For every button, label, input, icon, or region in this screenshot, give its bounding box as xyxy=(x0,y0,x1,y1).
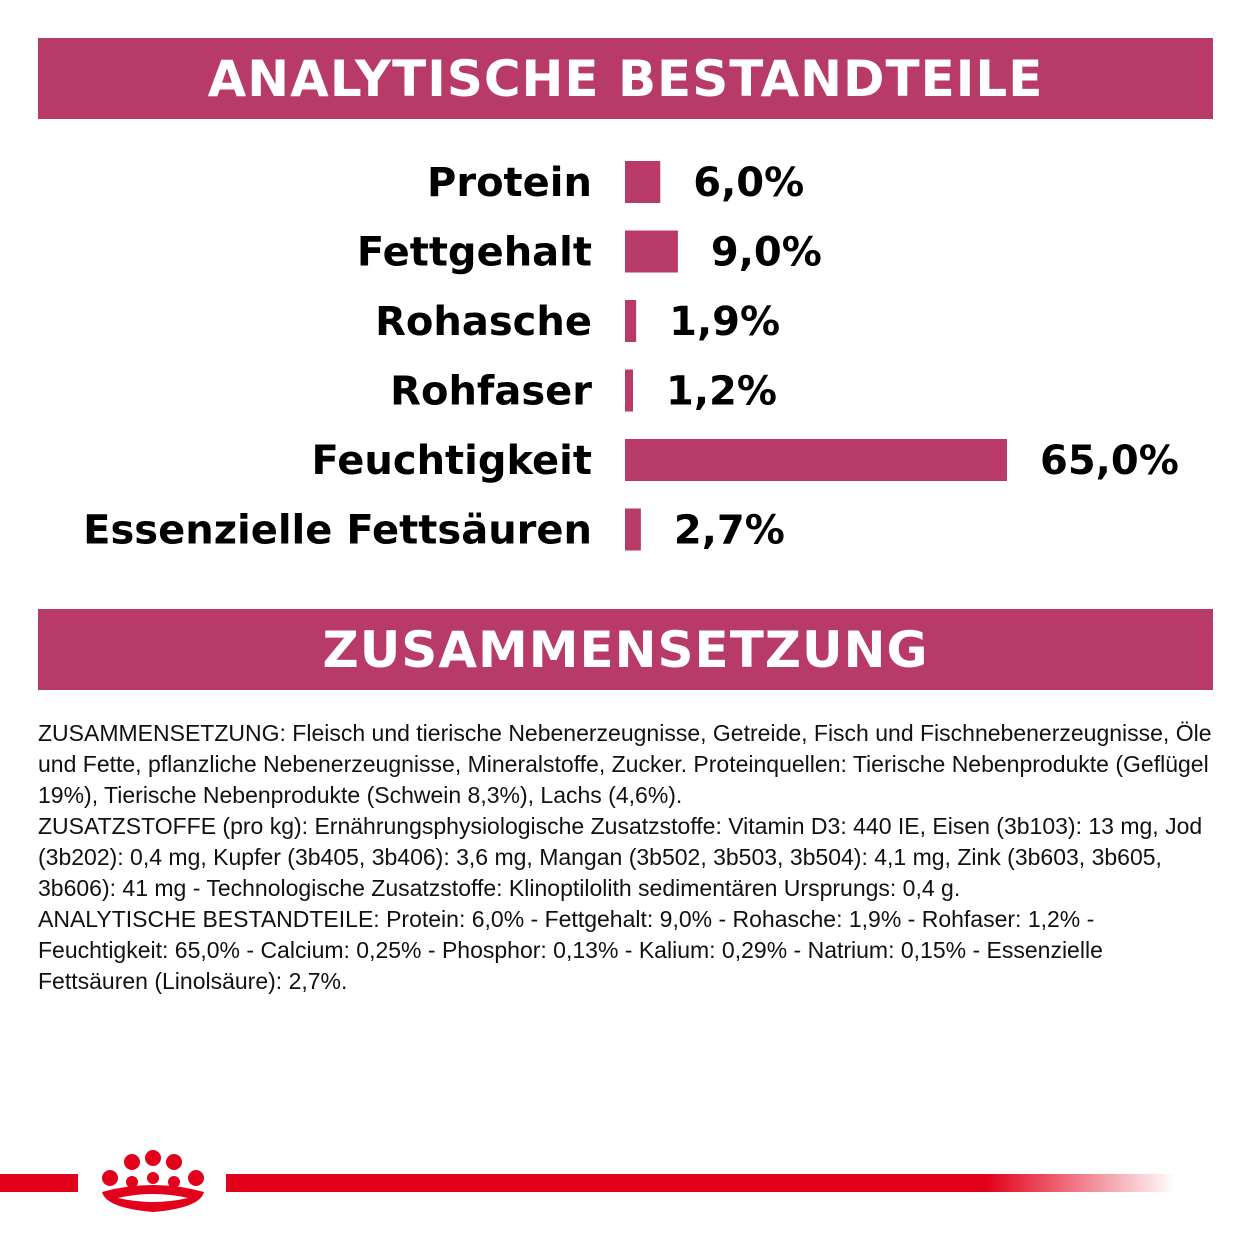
category-label: Fettgehalt xyxy=(357,230,592,276)
composition-paragraph-additives: ZUSATZSTOFFE (pro kg): Ernährungsphysiol… xyxy=(38,813,1203,901)
analytics-bar-chart: Protein 6,0% Fettgehalt 9,0% Rohasche 1,9% Roh… xyxy=(83,160,1179,554)
value-label: 2,7% xyxy=(674,508,785,554)
value-label: 1,2% xyxy=(666,369,777,415)
composition-paragraph-analytics: ANALYTISCHE BESTANDTEILE: Protein: 6,0% … xyxy=(38,906,1103,994)
brand-line-left xyxy=(0,1174,78,1192)
analytics-banner: ANALYTISCHE BESTANDTEILE xyxy=(38,38,1213,119)
brand-line-right xyxy=(226,1174,1176,1192)
value-label: 65,0% xyxy=(1040,438,1179,484)
category-label: Rohfaser xyxy=(390,369,592,415)
value-label: 9,0% xyxy=(711,230,822,276)
composition-text: ZUSAMMENSETZUNG: Fleisch und tierische N… xyxy=(38,718,1218,997)
bar xyxy=(625,508,641,551)
bar xyxy=(625,300,637,342)
value-label: 6,0% xyxy=(693,160,804,206)
composition-title: ZUSAMMENSETZUNG xyxy=(322,620,929,679)
category-label: Essenzielle Fettsäuren xyxy=(83,508,592,554)
category-label: Protein xyxy=(427,160,592,206)
bar xyxy=(625,439,1007,481)
composition-paragraph-ingredients: ZUSAMMENSETZUNG: Fleisch und tierische N… xyxy=(38,720,1212,808)
royal-canin-crown-icon xyxy=(102,1150,204,1212)
composition-banner: ZUSAMMENSETZUNG xyxy=(38,609,1213,690)
category-label: Feuchtigkeit xyxy=(312,438,592,484)
bar xyxy=(625,230,678,273)
analytics-title: ANALYTISCHE BESTANDTEILE xyxy=(207,49,1044,108)
category-label: Rohasche xyxy=(375,299,592,345)
bar xyxy=(625,161,661,203)
brand-footer xyxy=(0,1148,1250,1218)
bar xyxy=(625,369,633,412)
value-label: 1,9% xyxy=(669,299,780,345)
